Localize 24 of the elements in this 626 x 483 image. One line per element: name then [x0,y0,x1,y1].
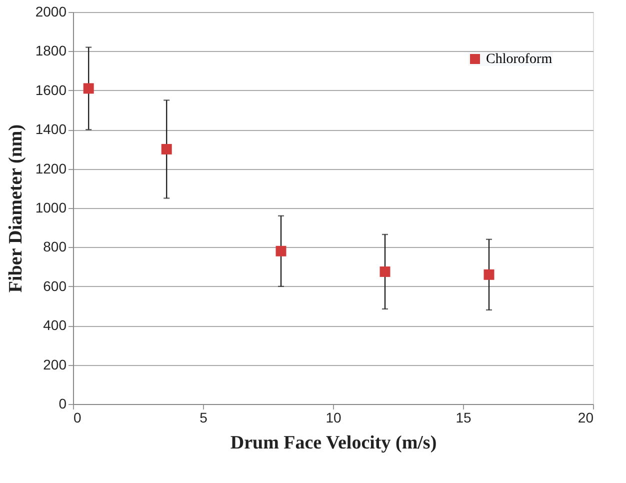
y-tick-label: 0 [58,396,67,412]
y-tick-label: 1600 [35,82,67,98]
y-tick-label: 400 [43,317,67,334]
y-tick-label: 1200 [35,160,67,176]
x-tick-label: 20 [578,410,594,426]
y-tick-label: 2000 [35,4,67,20]
y-tick-label: 200 [43,356,67,372]
x-tick-label: 15 [456,410,472,426]
y-axis-title: Fiber Diameter (nm) [5,124,26,293]
x-tick-label: 10 [326,410,342,426]
x-axis-title: Drum Face Velocity (m/s) [230,432,437,454]
point [83,83,94,94]
x-tick-label: 5 [200,410,208,426]
y-tick-label: 1800 [35,42,67,59]
point [484,269,494,280]
y-tick-label: 1400 [35,121,67,138]
point [276,246,286,256]
y-tick-label: 800 [43,238,67,255]
x-tick-label: 0 [74,410,82,426]
legend-label: Chloroform [486,52,552,67]
y-tick-label: 1000 [35,200,67,216]
y-tick-label: 600 [43,278,67,294]
point [380,266,390,277]
point [161,144,172,154]
